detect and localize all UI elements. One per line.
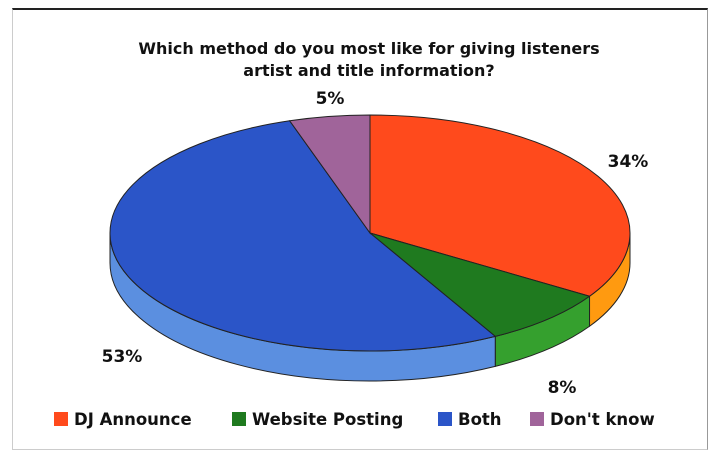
pie-slice-website-posting [369,232,591,337]
legend-label-dont-know: Don't know [550,410,655,429]
pie-slice-dj-announce [369,114,631,297]
pie-slice-both [109,120,497,352]
data-label-dont-know: 5% [316,89,345,109]
legend-label-dj-announce: DJ Announce [74,410,192,429]
chart-title-line-1: Which method do you most like for giving… [138,39,599,58]
legend-label-website-posting: Website Posting [252,410,403,429]
chart-frame [12,8,708,450]
data-label-dj-announce: 34% [608,152,649,172]
legend-swatch-both [438,412,452,426]
legend-swatch-website-posting [232,412,246,426]
pie-slice-dont-know [288,114,371,235]
data-label-website-posting: 8% [548,378,577,398]
chart-title-line-2: artist and title information? [243,61,494,80]
pie-tops [109,114,631,352]
legend-label-both: Both [458,410,502,429]
legend: DJ Announce Website Posting Both Don't k… [54,410,655,429]
data-label-both: 53% [102,347,143,367]
legend-swatch-dj-announce [54,412,68,426]
legend-swatch-dont-know [530,412,544,426]
